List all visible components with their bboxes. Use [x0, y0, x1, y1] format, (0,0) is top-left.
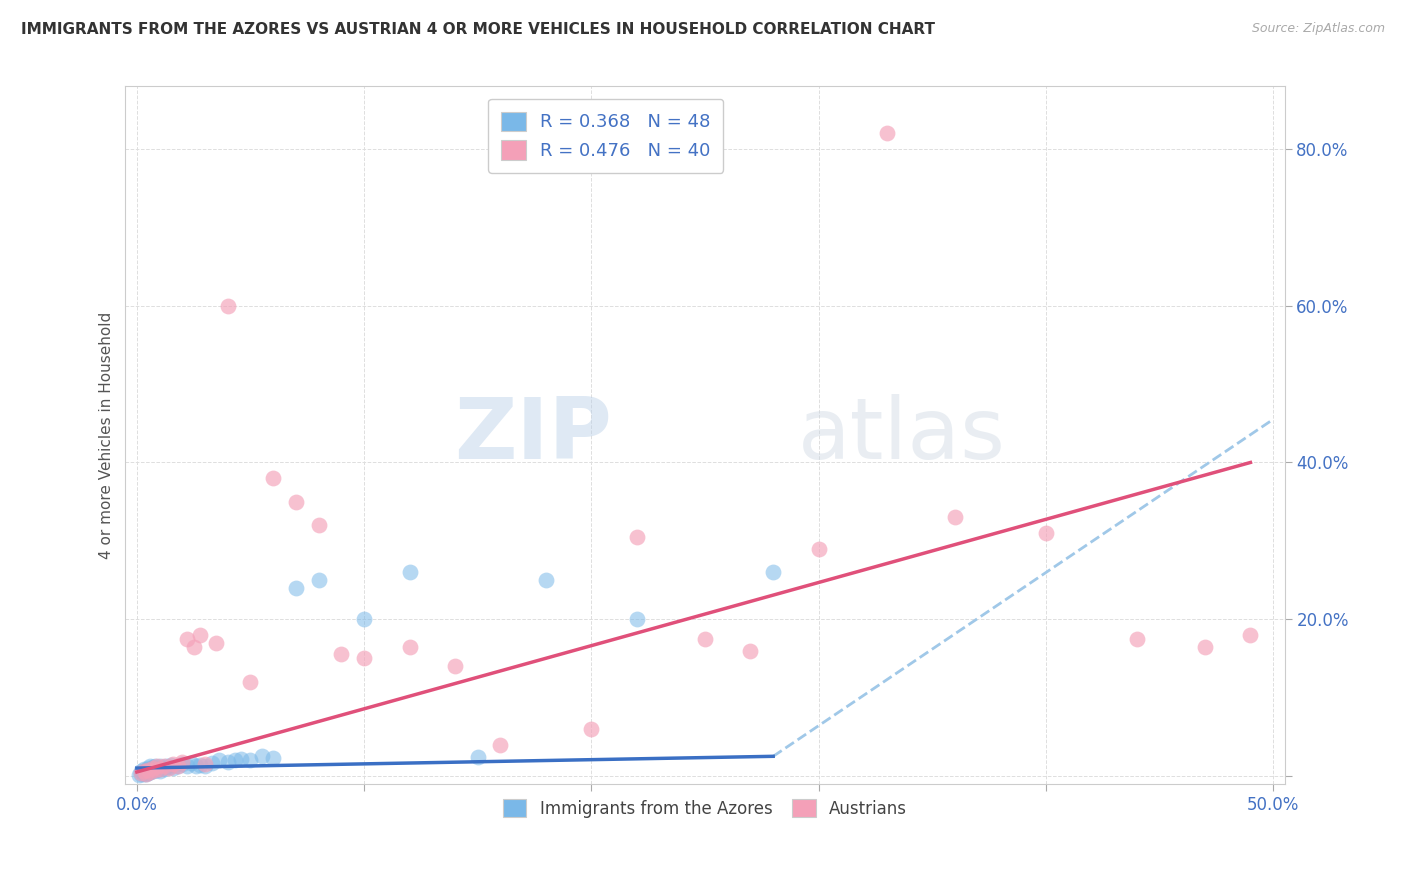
Point: [1239, 628, 1261, 642]
Point: [139, 759, 162, 773]
Point: [132, 764, 155, 779]
Point: [160, 758, 183, 772]
Point: [626, 612, 648, 626]
Point: [157, 761, 180, 775]
Point: [142, 760, 165, 774]
Point: [284, 581, 307, 595]
Point: [231, 752, 253, 766]
Point: [208, 753, 231, 767]
Point: [308, 573, 330, 587]
Point: [626, 530, 648, 544]
Point: [444, 659, 467, 673]
Point: [943, 510, 966, 524]
Point: [262, 471, 284, 485]
Point: [142, 764, 165, 779]
Point: [250, 749, 273, 764]
Point: [135, 766, 157, 780]
Point: [176, 632, 198, 646]
Point: [131, 765, 153, 780]
Point: [194, 758, 217, 772]
Point: [166, 759, 188, 773]
Text: ZIP: ZIP: [454, 393, 612, 476]
Point: [148, 759, 170, 773]
Point: [162, 757, 184, 772]
Point: [762, 565, 785, 579]
Point: [180, 756, 202, 771]
Point: [876, 127, 898, 141]
Point: [128, 768, 150, 782]
Point: [155, 758, 177, 772]
Point: [1194, 640, 1216, 654]
Point: [807, 541, 830, 556]
Point: [135, 763, 157, 777]
Point: [142, 761, 165, 775]
Point: [162, 761, 184, 775]
Point: [146, 763, 169, 777]
Point: [148, 762, 170, 776]
Point: [398, 565, 420, 579]
Text: Source: ZipAtlas.com: Source: ZipAtlas.com: [1251, 22, 1385, 36]
Point: [131, 766, 153, 780]
Point: [284, 494, 307, 508]
Point: [205, 636, 228, 650]
Point: [143, 764, 166, 778]
Point: [184, 759, 207, 773]
Text: IMMIGRANTS FROM THE AZORES VS AUSTRIAN 4 OR MORE VEHICLES IN HOUSEHOLD CORRELATI: IMMIGRANTS FROM THE AZORES VS AUSTRIAN 4…: [21, 22, 935, 37]
Point: [132, 767, 155, 781]
Point: [740, 643, 762, 657]
Point: [139, 764, 162, 779]
Point: [308, 518, 330, 533]
Point: [176, 758, 198, 772]
Point: [190, 758, 212, 772]
Point: [194, 757, 217, 772]
Point: [148, 764, 170, 779]
Point: [239, 753, 262, 767]
Point: [1035, 526, 1057, 541]
Point: [139, 764, 162, 779]
Point: [217, 299, 239, 313]
Point: [262, 751, 284, 765]
Point: [217, 755, 239, 769]
Point: [132, 762, 155, 776]
Text: atlas: atlas: [797, 393, 1005, 476]
Point: [190, 628, 212, 642]
Point: [132, 764, 155, 779]
Point: [136, 763, 159, 777]
Point: [534, 573, 557, 587]
Point: [581, 722, 603, 736]
Point: [157, 760, 180, 774]
Point: [398, 640, 420, 654]
Y-axis label: 4 or more Vehicles in Household: 4 or more Vehicles in Household: [100, 311, 114, 558]
Point: [489, 738, 512, 752]
Point: [239, 674, 262, 689]
Point: [143, 758, 166, 772]
Point: [146, 759, 169, 773]
Point: [1126, 632, 1149, 646]
Point: [131, 764, 153, 779]
Point: [153, 762, 176, 776]
Point: [353, 612, 375, 626]
Point: [172, 757, 194, 772]
Point: [201, 756, 224, 771]
Point: [172, 755, 194, 769]
Point: [153, 758, 176, 772]
Point: [353, 651, 375, 665]
Point: [166, 759, 188, 773]
Legend: Immigrants from the Azores, Austrians: Immigrants from the Azores, Austrians: [496, 792, 914, 824]
Point: [136, 761, 159, 775]
Point: [693, 632, 716, 646]
Point: [330, 648, 353, 662]
Point: [224, 753, 246, 767]
Point: [136, 765, 159, 780]
Point: [467, 750, 489, 764]
Point: [183, 640, 205, 654]
Point: [135, 766, 157, 780]
Point: [150, 761, 173, 775]
Point: [143, 764, 166, 778]
